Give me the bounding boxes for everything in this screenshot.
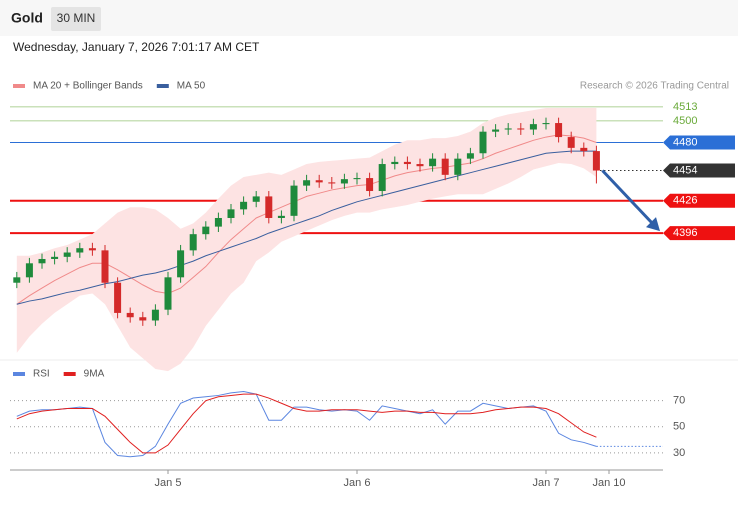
legend-swatch <box>63 372 76 376</box>
level-box <box>663 163 735 178</box>
level-box <box>663 226 735 241</box>
bollinger-band <box>16 107 597 372</box>
candle-body <box>265 196 273 218</box>
level-box <box>663 193 735 208</box>
candle-body <box>517 128 525 130</box>
symbol: Gold <box>11 10 43 26</box>
candle-body <box>366 178 374 192</box>
candle-body <box>353 178 361 180</box>
candle-body <box>391 161 399 165</box>
y-tick-label: 50 <box>673 421 685 433</box>
level-label: 4500 <box>673 115 697 127</box>
candle-body <box>240 201 248 210</box>
y-tick-label: 70 <box>673 395 685 407</box>
candle-body <box>479 131 487 154</box>
candle-body <box>126 312 134 318</box>
candle-body <box>378 164 386 192</box>
candle-body <box>492 129 500 132</box>
candle-body <box>403 161 411 165</box>
candle-body <box>139 317 147 321</box>
candle-body <box>529 124 537 130</box>
level-label: 4513 <box>673 101 697 113</box>
candle-body <box>214 217 222 227</box>
x-tick-label: Jan 7 <box>533 477 560 489</box>
candle-body <box>252 196 260 202</box>
legend-label: 9MA <box>84 369 105 380</box>
candle-body <box>202 226 210 235</box>
legend-swatch <box>156 84 169 88</box>
level-box <box>663 135 735 150</box>
candle-body <box>567 137 575 148</box>
candle-body <box>177 250 185 278</box>
level-label: 4426 <box>673 195 697 207</box>
candle-body <box>101 250 109 283</box>
legend-swatch <box>13 84 25 88</box>
candle-body <box>454 158 462 175</box>
level-label: 4480 <box>673 136 697 148</box>
x-tick-label: Jan 6 <box>344 477 371 489</box>
indicator-line <box>16 391 597 458</box>
timeframe-pill[interactable] <box>51 7 101 31</box>
candle-body <box>441 158 449 175</box>
x-tick-label: Jan 10 <box>592 477 625 489</box>
forecast-arrowhead <box>646 217 660 232</box>
ma-line <box>16 134 597 305</box>
y-tick-label: 30 <box>673 447 685 459</box>
timestamp: Wednesday, January 7, 2026 7:01:17 AM CE… <box>13 40 260 54</box>
header-bar <box>0 0 738 36</box>
candle-body <box>303 180 311 186</box>
candle-body <box>466 153 474 159</box>
legend-label: MA 20 + Bollinger Bands <box>33 81 143 92</box>
candle-body <box>504 128 512 130</box>
candle-body <box>340 179 348 184</box>
candle-body <box>114 282 122 313</box>
candle-body <box>63 252 71 257</box>
forecast-arrow <box>601 169 656 227</box>
level-label: 4454 <box>673 164 697 176</box>
candle-body <box>51 256 59 259</box>
timeframe[interactable]: 30 MIN <box>57 11 96 25</box>
x-tick-label: Jan 5 <box>155 477 182 489</box>
candle-body <box>580 147 588 152</box>
candle-body <box>290 185 298 216</box>
level-label: 4396 <box>673 227 697 239</box>
candle-body <box>328 182 336 184</box>
ma-line <box>16 150 597 305</box>
candle-body <box>164 277 172 310</box>
candle-body <box>277 215 285 218</box>
credit: Research © 2026 Trading Central <box>580 81 729 92</box>
indicator-line <box>16 393 597 454</box>
candle-body <box>189 234 197 251</box>
candle-body <box>227 209 235 218</box>
candle-body <box>542 123 550 125</box>
candle-body <box>592 151 600 171</box>
candle-body <box>151 309 159 321</box>
candle-body <box>416 164 424 167</box>
candle-body <box>76 248 84 253</box>
candle-body <box>38 258 46 264</box>
candle-body <box>555 123 563 138</box>
candle-body <box>25 263 33 278</box>
legend-label: RSI <box>33 369 50 380</box>
candle-body <box>13 277 21 283</box>
candle-body <box>429 158 437 167</box>
candle-body <box>315 180 323 183</box>
candle-body <box>88 248 96 251</box>
legend-label: MA 50 <box>177 81 206 92</box>
legend-swatch <box>13 372 25 376</box>
